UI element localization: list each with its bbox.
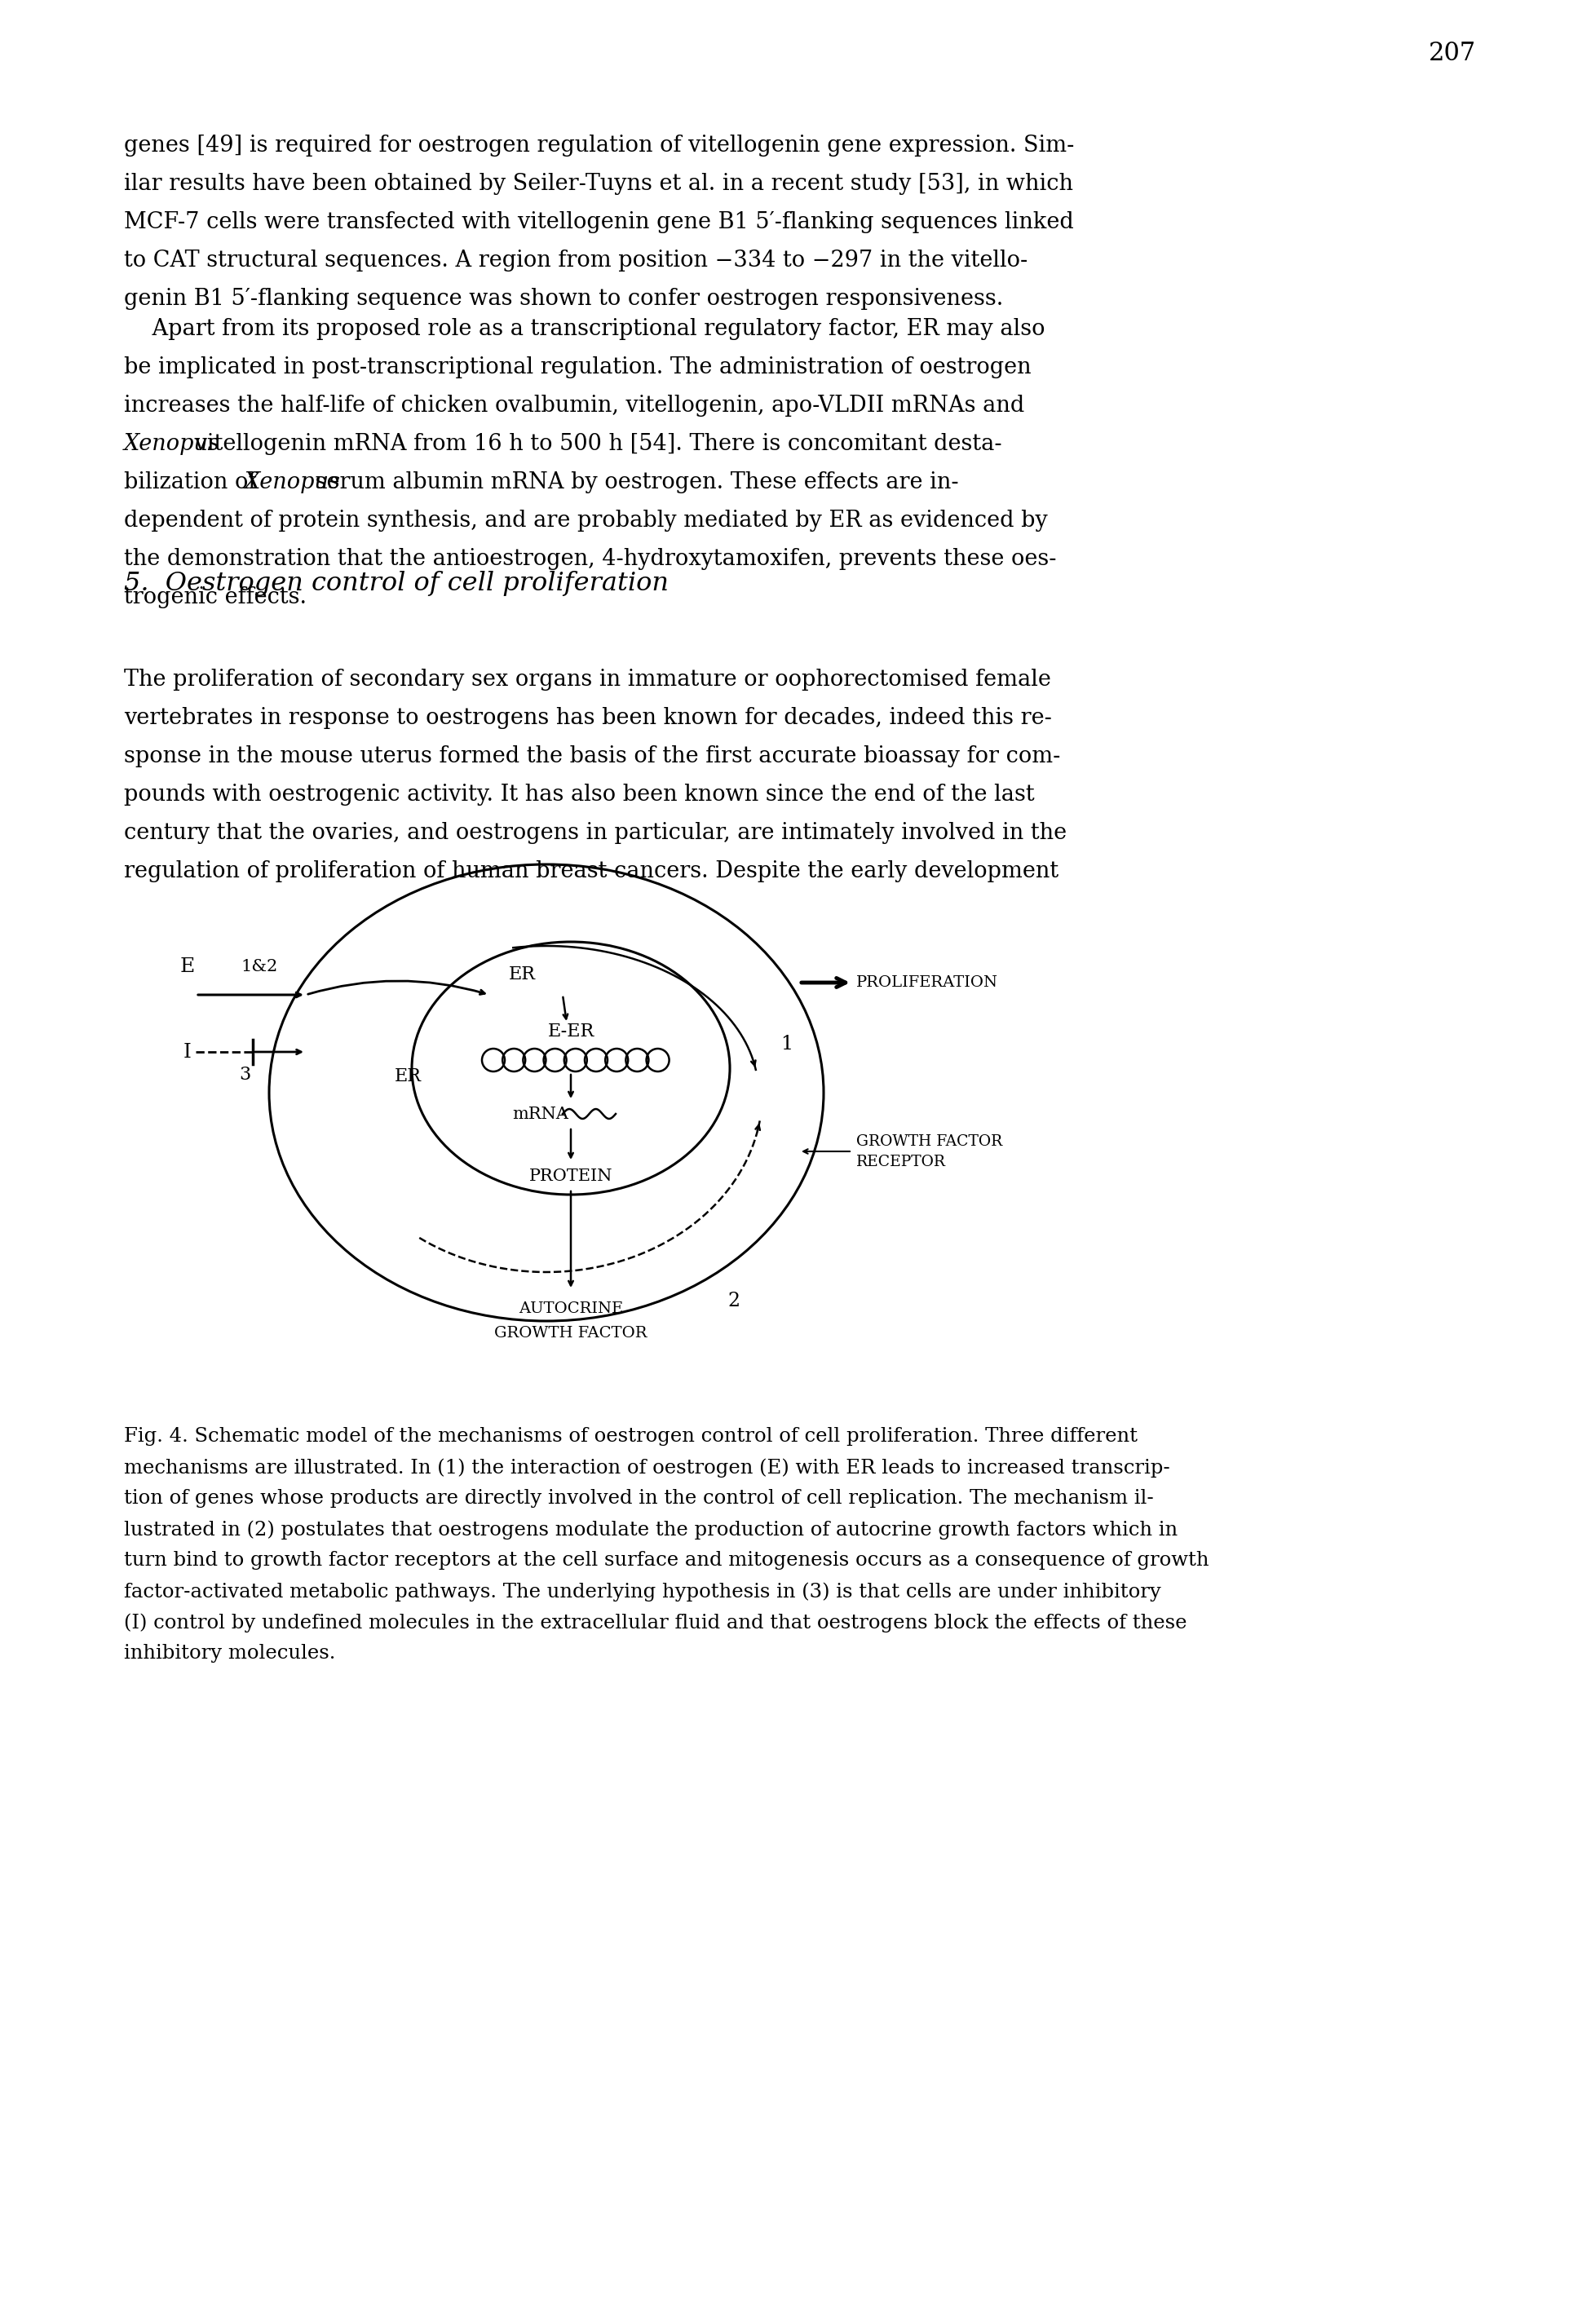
Text: century that the ovaries, and oestrogens in particular, are intimately involved : century that the ovaries, and oestrogens… xyxy=(124,823,1066,844)
Text: dependent of protein synthesis, and are probably mediated by ER as evidenced by: dependent of protein synthesis, and are … xyxy=(124,509,1048,532)
Text: RECEPTOR: RECEPTOR xyxy=(856,1155,947,1169)
Text: MCF-7 cells were transfected with vitellogenin gene B1 5′-flanking sequences lin: MCF-7 cells were transfected with vitell… xyxy=(124,211,1074,232)
Text: 2: 2 xyxy=(727,1292,740,1311)
Text: mechanisms are illustrated. In (1) the interaction of oestrogen (E) with ER lead: mechanisms are illustrated. In (1) the i… xyxy=(124,1457,1169,1478)
Text: serum albumin mRNA by oestrogen. These effects are in-: serum albumin mRNA by oestrogen. These e… xyxy=(309,472,959,493)
Text: mRNA: mRNA xyxy=(512,1106,568,1122)
Text: genes [49] is required for oestrogen regulation of vitellogenin gene expression.: genes [49] is required for oestrogen reg… xyxy=(124,135,1074,156)
Text: ER: ER xyxy=(395,1067,422,1085)
Text: Xenopus: Xenopus xyxy=(124,432,220,456)
Text: bilization of: bilization of xyxy=(124,472,264,493)
Text: regulation of proliferation of human breast cancers. Despite the early developme: regulation of proliferation of human bre… xyxy=(124,860,1058,883)
Text: PROLIFERATION: PROLIFERATION xyxy=(856,976,998,990)
Text: trogenic effects.: trogenic effects. xyxy=(124,586,307,609)
Text: vitellogenin mRNA from 16 h to 500 h [54]. There is concomitant desta-: vitellogenin mRNA from 16 h to 500 h [54… xyxy=(188,432,1002,456)
Text: 1&2: 1&2 xyxy=(240,957,277,974)
Text: ilar results have been obtained by Seiler-Tuyns et al. in a recent study [53], i: ilar results have been obtained by Seile… xyxy=(124,172,1074,195)
Text: Fig. 4. Schematic model of the mechanisms of oestrogen control of cell prolifera: Fig. 4. Schematic model of the mechanism… xyxy=(124,1427,1138,1446)
Text: I: I xyxy=(183,1043,191,1062)
Text: 1: 1 xyxy=(781,1034,792,1053)
Text: 207: 207 xyxy=(1429,42,1476,65)
Text: lustrated in (2) postulates that oestrogens modulate the production of autocrine: lustrated in (2) postulates that oestrog… xyxy=(124,1520,1177,1538)
Text: genin B1 5′-flanking sequence was shown to confer oestrogen responsiveness.: genin B1 5′-flanking sequence was shown … xyxy=(124,288,1004,309)
Text: 3: 3 xyxy=(239,1067,250,1083)
Text: GROWTH FACTOR: GROWTH FACTOR xyxy=(495,1327,648,1341)
Text: inhibitory molecules.: inhibitory molecules. xyxy=(124,1643,336,1662)
Text: ER: ER xyxy=(509,964,535,983)
Text: turn bind to growth factor receptors at the cell surface and mitogenesis occurs : turn bind to growth factor receptors at … xyxy=(124,1550,1209,1569)
Text: (I) control by undefined molecules in the extracellular fluid and that oestrogen: (I) control by undefined molecules in th… xyxy=(124,1613,1187,1631)
Text: pounds with oestrogenic activity. It has also been known since the end of the la: pounds with oestrogenic activity. It has… xyxy=(124,783,1034,806)
Text: 5.  Oestrogen control of cell proliferation: 5. Oestrogen control of cell proliferati… xyxy=(124,572,668,595)
Text: be implicated in post-transcriptional regulation. The administration of oestroge: be implicated in post-transcriptional re… xyxy=(124,356,1031,379)
Text: tion of genes whose products are directly involved in the control of cell replic: tion of genes whose products are directl… xyxy=(124,1490,1153,1508)
Text: vertebrates in response to oestrogens has been known for decades, indeed this re: vertebrates in response to oestrogens ha… xyxy=(124,706,1052,730)
Text: GROWTH FACTOR: GROWTH FACTOR xyxy=(856,1134,1002,1148)
Text: increases the half-life of chicken ovalbumin, vitellogenin, apo-VLDII mRNAs and: increases the half-life of chicken ovalb… xyxy=(124,395,1025,416)
Text: factor-activated metabolic pathways. The underlying hypothesis in (3) is that ce: factor-activated metabolic pathways. The… xyxy=(124,1583,1161,1601)
Text: the demonstration that the antioestrogen, 4-hydroxytamoxifen, prevents these oes: the demonstration that the antioestrogen… xyxy=(124,548,1056,569)
Text: AUTOCRINE: AUTOCRINE xyxy=(519,1301,624,1315)
Text: PROTEIN: PROTEIN xyxy=(530,1169,613,1183)
Text: sponse in the mouse uterus formed the basis of the first accurate bioassay for c: sponse in the mouse uterus formed the ba… xyxy=(124,746,1061,767)
Text: The proliferation of secondary sex organs in immature or oophorectomised female: The proliferation of secondary sex organ… xyxy=(124,669,1052,690)
Text: Xenopus: Xenopus xyxy=(245,472,340,493)
Text: E-ER: E-ER xyxy=(547,1023,593,1041)
Text: to CAT structural sequences. A region from position −334 to −297 in the vitello-: to CAT structural sequences. A region fr… xyxy=(124,249,1028,272)
Text: Apart from its proposed role as a transcriptional regulatory factor, ER may also: Apart from its proposed role as a transc… xyxy=(124,318,1045,339)
Text: E: E xyxy=(180,957,196,976)
